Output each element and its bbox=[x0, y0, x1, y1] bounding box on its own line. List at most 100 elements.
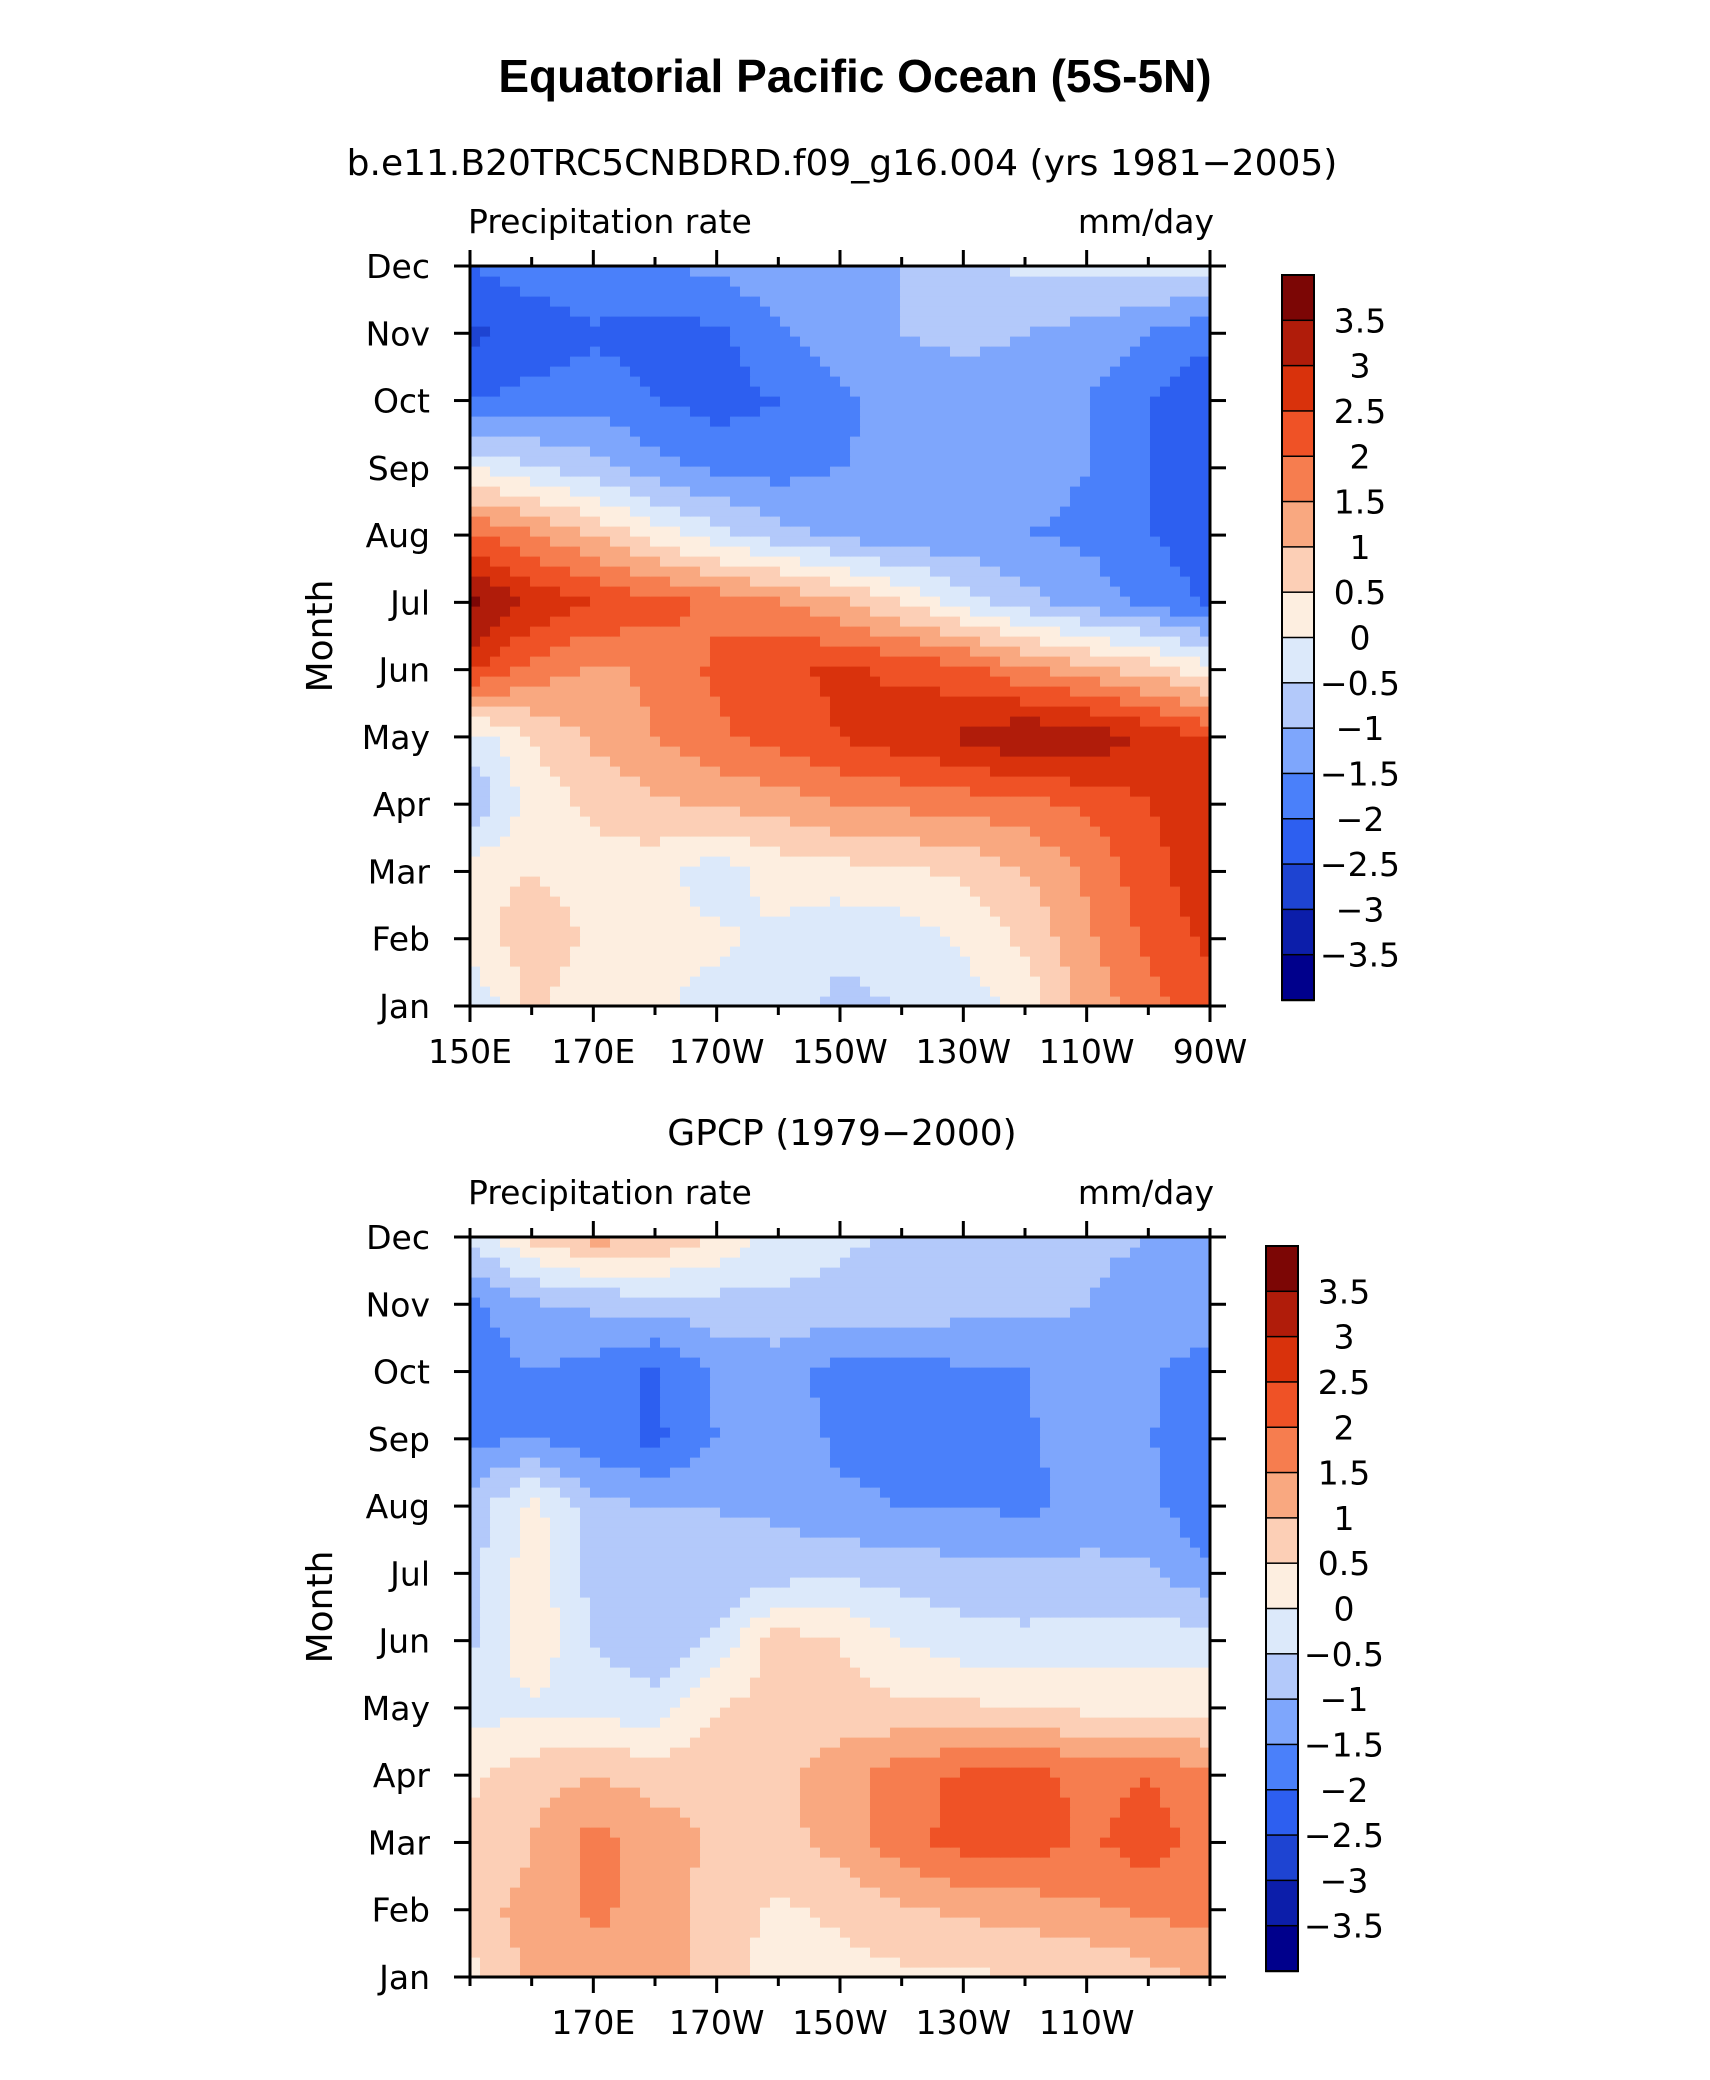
heatmap-cell bbox=[570, 406, 581, 417]
heatmap-cell bbox=[570, 986, 581, 997]
heatmap-cell bbox=[960, 416, 971, 427]
heatmap-cell bbox=[830, 616, 841, 627]
heatmap-cell bbox=[550, 586, 561, 597]
heatmap-cell bbox=[1160, 926, 1171, 937]
heatmap-cell bbox=[790, 956, 801, 967]
heatmap-cell bbox=[630, 586, 641, 597]
heatmap-cell bbox=[1050, 866, 1061, 877]
heatmap-cell bbox=[820, 366, 831, 377]
heatmap-cell bbox=[610, 846, 621, 857]
heatmap-cell bbox=[1130, 636, 1141, 647]
heatmap-cell bbox=[660, 336, 671, 347]
heatmap-cell bbox=[1050, 566, 1061, 577]
heatmap-cell bbox=[810, 686, 821, 697]
heatmap-cell bbox=[890, 516, 901, 527]
heatmap-cell bbox=[540, 746, 551, 757]
heatmap-cell bbox=[1140, 846, 1151, 857]
heatmap-cell bbox=[670, 596, 681, 607]
heatmap-cell bbox=[590, 586, 601, 597]
heatmap-cell bbox=[870, 846, 881, 857]
heatmap-cell bbox=[1010, 496, 1021, 507]
heatmap-cell bbox=[1150, 866, 1161, 877]
heatmap-cell bbox=[490, 796, 501, 807]
heatmap-cell bbox=[1070, 766, 1081, 777]
heatmap-cell bbox=[810, 896, 821, 907]
heatmap-cell bbox=[870, 576, 881, 587]
heatmap-cell bbox=[870, 426, 881, 437]
heatmap-cell bbox=[1050, 466, 1061, 477]
heatmap-cell bbox=[920, 806, 931, 817]
heatmap-cell bbox=[1030, 646, 1041, 657]
heatmap-cell bbox=[540, 666, 551, 677]
heatmap-cell bbox=[710, 776, 721, 787]
heatmap-cell bbox=[890, 536, 901, 547]
heatmap-cell bbox=[660, 866, 671, 877]
heatmap-cell bbox=[660, 506, 671, 517]
heatmap-cell bbox=[710, 596, 721, 607]
heatmap-cell bbox=[580, 706, 591, 717]
heatmap-cell bbox=[950, 626, 961, 637]
heatmap-cell bbox=[1070, 356, 1081, 367]
heatmap-cell bbox=[990, 526, 1001, 537]
heatmap-cell bbox=[810, 946, 821, 957]
heatmap-cell bbox=[660, 896, 671, 907]
heatmap-cell bbox=[570, 926, 581, 937]
heatmap-cell bbox=[640, 396, 651, 407]
heatmap-cell bbox=[840, 446, 851, 457]
heatmap-cell bbox=[740, 856, 751, 867]
heatmap-cell bbox=[650, 886, 661, 897]
heatmap-cell bbox=[920, 636, 931, 647]
heatmap-cell bbox=[500, 676, 511, 687]
heatmap-cell bbox=[780, 506, 791, 517]
heatmap-cell bbox=[480, 986, 491, 997]
heatmap-cell bbox=[490, 576, 501, 587]
heatmap-cell bbox=[910, 356, 921, 367]
heatmap-cell bbox=[1010, 416, 1021, 427]
heatmap-cell bbox=[1040, 866, 1051, 877]
heatmap-cell bbox=[520, 806, 531, 817]
heatmap-cell bbox=[1050, 686, 1061, 697]
heatmap-cell bbox=[520, 826, 531, 837]
heatmap-cell bbox=[510, 646, 521, 657]
heatmap-cell bbox=[830, 556, 841, 567]
heatmap-cell bbox=[1040, 726, 1051, 737]
heatmap-cell bbox=[680, 496, 691, 507]
heatmap-cell bbox=[490, 346, 501, 357]
heatmap-cell bbox=[900, 906, 911, 917]
heatmap-cell bbox=[1140, 796, 1151, 807]
heatmap-cell bbox=[940, 646, 951, 657]
heatmap-cell bbox=[1040, 536, 1051, 547]
heatmap-cell bbox=[1100, 626, 1111, 637]
heatmap-cell bbox=[1010, 776, 1021, 787]
heatmap-cell bbox=[570, 746, 581, 757]
heatmap-cell bbox=[1100, 356, 1111, 367]
heatmap-cell bbox=[1180, 976, 1191, 987]
heatmap-cell bbox=[1020, 446, 1031, 457]
heatmap-cell bbox=[1020, 966, 1031, 977]
heatmap-cell bbox=[910, 516, 921, 527]
heatmap-cell bbox=[830, 476, 841, 487]
heatmap-cell bbox=[850, 576, 861, 587]
heatmap-cell bbox=[870, 936, 881, 947]
heatmap-cell bbox=[540, 796, 551, 807]
heatmap-cell bbox=[970, 986, 981, 997]
heatmap-cell bbox=[1180, 786, 1191, 797]
heatmap-cell bbox=[1150, 416, 1161, 427]
heatmap-cell bbox=[600, 876, 611, 887]
heatmap-cell bbox=[600, 386, 611, 397]
heatmap-cell bbox=[540, 366, 551, 377]
heatmap-cell bbox=[640, 436, 651, 447]
heatmap-cell bbox=[650, 836, 661, 847]
heatmap-cell bbox=[750, 576, 761, 587]
heatmap-cell bbox=[720, 656, 731, 667]
heatmap-cell bbox=[1010, 376, 1021, 387]
heatmap-cell bbox=[960, 436, 971, 447]
heatmap-cell bbox=[790, 976, 801, 987]
heatmap-cell bbox=[880, 776, 891, 787]
heatmap-cell bbox=[950, 416, 961, 427]
heatmap-cell bbox=[840, 426, 851, 437]
heatmap-cell bbox=[670, 336, 681, 347]
heatmap-cell bbox=[920, 896, 931, 907]
heatmap-cell bbox=[970, 506, 981, 517]
heatmap-cell bbox=[660, 396, 671, 407]
